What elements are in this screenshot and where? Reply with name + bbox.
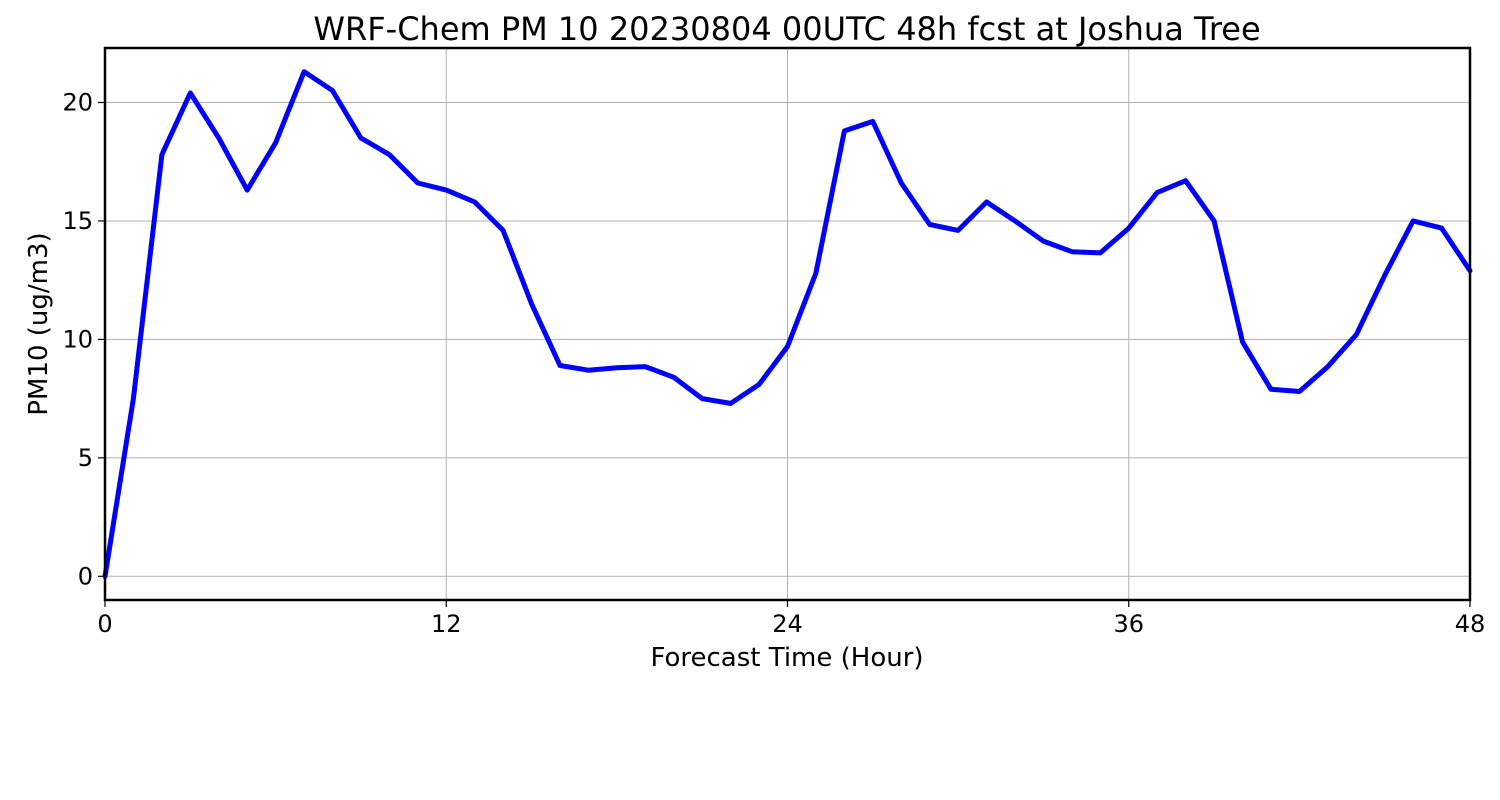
x-tick-label: 12 [431, 610, 462, 638]
plot-frame [103, 46, 1472, 602]
x-axis-title: Forecast Time (Hour) [650, 643, 923, 673]
x-axis: 0 12 24 36 48 [97, 600, 1485, 638]
y-tick-label: 20 [62, 88, 93, 116]
y-tick-label: 15 [62, 207, 93, 235]
x-tick-label: 0 [97, 610, 112, 638]
series-line-pm10 [102, 69, 1473, 579]
grid-lines [104, 48, 1471, 600]
x-tick-label: 48 [1455, 610, 1486, 638]
x-tick-label: 36 [1113, 610, 1144, 638]
y-tick-label: 10 [62, 325, 93, 353]
y-tick-label: 0 [78, 562, 93, 590]
chart-title: WRF-Chem PM 10 20230804 00UTC 48h fcst a… [313, 10, 1260, 48]
y-tick-label: 5 [78, 444, 93, 472]
y-axis-title: PM10 (ug/m3) [24, 232, 54, 415]
x-tick-label: 24 [772, 610, 803, 638]
y-axis: 0 5 10 15 20 [62, 88, 105, 590]
